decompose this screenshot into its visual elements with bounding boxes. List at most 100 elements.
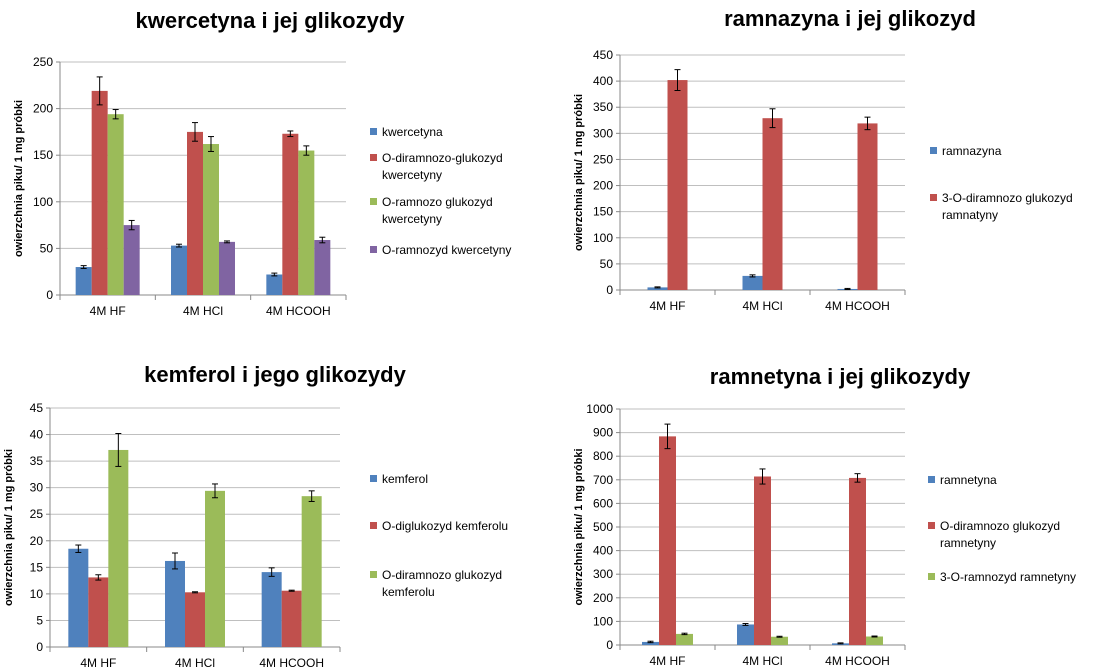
bar: [771, 636, 788, 645]
chart-title: kwercetyna i jej glikozydy: [135, 8, 405, 33]
y-tick-label: 35: [30, 454, 44, 468]
bar: [298, 150, 315, 295]
bar: [667, 80, 688, 290]
bar: [91, 90, 108, 295]
y-tick-label: 100: [593, 231, 613, 245]
y-tick-label: 100: [33, 195, 53, 209]
legend-swatch: [928, 573, 935, 580]
bar: [314, 240, 331, 295]
legend-label: kwercetyna: [382, 125, 443, 139]
chart-ramnazyna: ramnazyna i jej glikozyd 0 50 100 150 200 250…: [550, 0, 1099, 336]
legend-label: O-ramnozo glukozyd: [382, 195, 493, 209]
legend-swatch: [370, 128, 377, 135]
y-axis-label: owierzchnia piku/ 1 mg próbki: [573, 448, 585, 605]
legend-label: O-diramnozo glukozyd: [382, 568, 502, 582]
y-tick-label: 250: [593, 152, 613, 166]
bar: [642, 641, 659, 645]
bar: [762, 118, 783, 290]
legend-swatch: [928, 522, 935, 529]
y-tick-label: 600: [593, 496, 613, 510]
bar: [282, 133, 299, 295]
legend-swatch: [930, 194, 937, 201]
legend-label: ramnetyny: [940, 536, 996, 550]
bar: [659, 436, 676, 645]
bar: [742, 275, 763, 290]
y-tick-label: 10: [30, 587, 44, 601]
bar: [219, 241, 235, 295]
legend-label: O-diglukozyd kemferolu: [382, 519, 508, 533]
chart-kwercetyna: kwercetyna i jej glikozydy 0 50 100 150 200 2…: [0, 0, 550, 336]
legend-swatch: [370, 154, 377, 161]
bar: [754, 476, 771, 645]
y-tick-label: 20: [30, 534, 44, 548]
y-tick-label: 300: [593, 567, 613, 581]
chart-kemferol: kemferol i jego glikozydy 0 5 10 15 20 25 30 35…: [0, 336, 550, 671]
bar: [849, 477, 866, 645]
y-tick-label: 15: [30, 560, 44, 574]
bar: [261, 572, 282, 647]
y-tick-label: 200: [593, 179, 613, 193]
bar: [108, 449, 129, 647]
y-tick-label: 400: [593, 74, 613, 88]
x-tick-label: 4M HF: [80, 656, 116, 670]
bar: [107, 114, 124, 295]
y-tick-label: 400: [593, 544, 613, 558]
bar: [187, 131, 203, 295]
bar: [68, 548, 89, 647]
x-tick-label: 4M HCOOH: [266, 304, 331, 318]
y-tick-label: 900: [593, 426, 613, 440]
bar: [866, 636, 883, 645]
bar: [676, 633, 693, 645]
y-tick-label: 450: [593, 48, 613, 62]
legend-label: kemferol: [382, 472, 428, 486]
y-tick-label: 50: [40, 241, 54, 255]
legend-swatch: [370, 198, 377, 205]
legend-label: ramnazyna: [942, 144, 1002, 158]
y-tick-label: 250: [33, 55, 53, 69]
x-tick-label: 4M HCOOH: [259, 656, 324, 670]
chart-title: kemferol i jego glikozydy: [144, 362, 406, 387]
x-tick-label: 4M HF: [650, 654, 686, 668]
y-tick-label: 200: [593, 591, 613, 605]
legend-label: 3-O-diramnozo glukozyd: [942, 191, 1073, 205]
y-tick-label: 0: [606, 283, 613, 297]
y-tick-label: 5: [36, 613, 43, 627]
chart-title: ramnazyna i jej glikozyd: [724, 6, 976, 31]
chart-plot: 0 50 100 150 200 250 300 350 400 450 owierzchnia p…: [573, 48, 1073, 313]
y-tick-label: 350: [593, 100, 613, 114]
y-tick-label: 100: [593, 614, 613, 628]
y-tick-label: 0: [606, 638, 613, 652]
chart-title: ramnetyna i jej glikozydy: [709, 364, 971, 389]
y-tick-label: 300: [593, 126, 613, 140]
legend-label: O-diramnozo glukozyd: [940, 519, 1060, 533]
chart-plot: 0 100 200 300 400 500 600 700 800 900 1000 owierzch…: [573, 402, 1076, 668]
y-tick-label: 45: [30, 401, 44, 415]
y-tick-label: 0: [46, 288, 53, 302]
bar: [75, 267, 92, 295]
legend-swatch: [928, 476, 935, 483]
y-tick-label: 200: [33, 102, 53, 116]
bar: [647, 287, 668, 290]
x-tick-label: 4M HCl: [175, 656, 215, 670]
bar: [266, 274, 283, 295]
chart-plot: 0 50 100 150 200 250 owierzchnia piku/ 1 mg pr…: [13, 55, 511, 318]
bar: [301, 496, 322, 647]
legend-label: O-diramnozo-glukozyd: [382, 151, 503, 165]
y-tick-label: 800: [593, 449, 613, 463]
x-tick-label: 4M HCOOH: [825, 654, 890, 668]
legend-swatch: [370, 571, 377, 578]
chart-plot: 0 5 10 15 20 25 30 35 40 45 owierzchnia piku/ 1 mg…: [3, 401, 508, 670]
x-tick-label: 4M HCOOH: [825, 299, 890, 313]
bar: [281, 590, 302, 647]
legend-label: 3-O-ramnozyd ramnetyny: [940, 570, 1076, 584]
bar: [857, 123, 878, 291]
bar: [205, 490, 225, 647]
legend-swatch: [370, 475, 377, 482]
legend-label: O-ramnozyd kwercetyny: [382, 243, 511, 257]
x-tick-label: 4M HCl: [183, 304, 223, 318]
y-tick-label: 50: [600, 257, 614, 271]
legend-label: kwercetyny: [382, 212, 442, 226]
legend-label: ramnatyny: [942, 208, 998, 222]
bar: [165, 560, 185, 647]
bar: [737, 624, 754, 645]
